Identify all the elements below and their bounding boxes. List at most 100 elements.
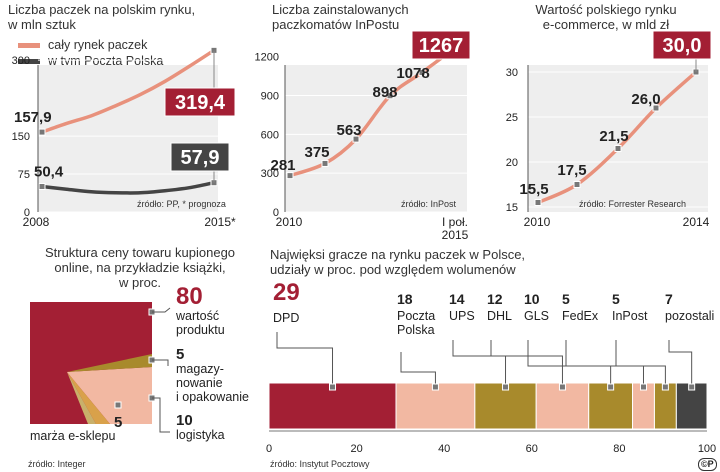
y-tick-label: 0 bbox=[273, 207, 279, 219]
category-label: logistyka bbox=[176, 428, 225, 442]
segment-warehousing bbox=[67, 354, 152, 372]
data-point bbox=[321, 159, 329, 167]
value-label: 18 bbox=[397, 291, 413, 307]
data-point bbox=[286, 172, 294, 180]
category-label: marża e-sklepu bbox=[30, 429, 115, 443]
legend-label-pp: w tym Poczta Polska bbox=[48, 54, 164, 68]
bar-marker bbox=[639, 383, 647, 391]
series-line-0 bbox=[41, 48, 215, 134]
data-point bbox=[573, 181, 581, 188]
bar-marker bbox=[607, 383, 615, 391]
y-tick-label: 20 bbox=[506, 157, 518, 169]
y-tick-label: 150 bbox=[12, 131, 30, 143]
legend-label-all: cały rynek paczek bbox=[48, 38, 148, 52]
bar-marker bbox=[558, 383, 566, 391]
x-tick-label: 20 bbox=[350, 443, 362, 455]
category-label: wartość produktu bbox=[175, 309, 225, 337]
leader-line bbox=[565, 340, 644, 387]
bar-segment bbox=[268, 382, 397, 430]
data-label: 563 bbox=[336, 122, 361, 139]
data-point bbox=[38, 128, 46, 136]
y-tick-label: 900 bbox=[261, 90, 279, 102]
panel1-source: źródło: PP, * prognoza bbox=[137, 199, 226, 209]
logo-badge: ©P bbox=[698, 458, 717, 471]
bar-segment bbox=[535, 382, 590, 430]
x-tick-label: 2010 bbox=[524, 215, 551, 229]
y-tick-label: 25 bbox=[506, 112, 518, 124]
segment-margin-edge bbox=[67, 372, 96, 424]
y-tick-label: 0 bbox=[24, 207, 30, 219]
y-tick-label: 30 bbox=[506, 67, 518, 79]
leader-line bbox=[615, 340, 666, 387]
panel5-source: źródło: Instytut Pocztowy bbox=[270, 459, 370, 469]
leader-line bbox=[490, 340, 563, 387]
category-label: DHL bbox=[487, 309, 512, 323]
panel4-title: Struktura ceny towaru kupionego online, … bbox=[44, 245, 236, 290]
bar-marker bbox=[502, 383, 510, 391]
value-label: 80 bbox=[176, 283, 203, 310]
bar-segment bbox=[395, 382, 476, 430]
panel3-source: źródło: Forrester Research bbox=[579, 199, 687, 209]
x-tick-label: 2014 bbox=[683, 215, 710, 229]
data-point bbox=[38, 182, 46, 190]
y-tick-label: 75 bbox=[18, 169, 30, 181]
legend-swatch-dark bbox=[18, 58, 40, 64]
bar-marker bbox=[329, 383, 337, 391]
x-tick-label: 40 bbox=[438, 443, 450, 455]
value-label: 5 bbox=[176, 346, 184, 363]
data-label: 898 bbox=[372, 84, 397, 101]
data-point bbox=[652, 104, 660, 112]
data-label: 157,9 bbox=[14, 109, 52, 126]
leader-line bbox=[668, 340, 693, 387]
category-label: pozostali bbox=[665, 309, 714, 323]
x-tick-label: 60 bbox=[526, 443, 538, 455]
value-label: 10 bbox=[176, 412, 193, 429]
callout-last-label: 30,0 bbox=[663, 35, 702, 57]
leader-line bbox=[152, 359, 169, 366]
category-label: magazy-nowanie i opakowanie bbox=[176, 362, 249, 404]
x-tick-label: 0 bbox=[266, 443, 272, 455]
bar-marker bbox=[431, 383, 439, 391]
bar-marker bbox=[688, 383, 696, 391]
category-label: Poczta Polska bbox=[397, 309, 435, 337]
callout-pp-label: 57,9 bbox=[181, 147, 220, 169]
leader-line bbox=[276, 332, 334, 387]
y-tick-label: 15 bbox=[506, 202, 518, 214]
chart-parcels: 0 75 150 300 2008 2015* 157,9 50,4 319,4 57,9 bbox=[12, 46, 236, 229]
plot-background bbox=[285, 65, 467, 212]
panel3-title: Wartość polskiego rynku e-commerce, w ml… bbox=[535, 2, 677, 32]
data-label: 281 bbox=[270, 157, 295, 174]
value-label: 7 bbox=[665, 291, 673, 307]
series-line-1 bbox=[41, 180, 215, 195]
data-label: 15,5 bbox=[519, 181, 548, 198]
y-tick-label: 300 bbox=[12, 55, 30, 67]
data-label: 375 bbox=[304, 144, 329, 161]
data-label: 17,5 bbox=[557, 162, 586, 179]
data-label: 26,0 bbox=[631, 91, 660, 108]
value-label: 5 bbox=[612, 291, 620, 307]
category-label: UPS bbox=[449, 309, 475, 323]
category-label: DPD bbox=[273, 311, 299, 325]
chart-parcel-lockers: 0 300 600 900 1200 2010 I poł. 2015 281 375 563 898… bbox=[255, 30, 471, 242]
x-tick-label: 2010 bbox=[276, 215, 303, 229]
leader-line bbox=[400, 352, 436, 387]
x-tick-label: I poł. 2015 bbox=[442, 215, 469, 242]
callout-total-box bbox=[164, 87, 236, 117]
category-label: GLS bbox=[524, 309, 549, 323]
data-point bbox=[352, 135, 360, 143]
callout-pp-box bbox=[170, 142, 230, 172]
chart-market-share: 29 DPD 18 Poczta Polska 14 UPS 12 DHL 10 GLS 5 FedEx… bbox=[266, 280, 716, 455]
data-label: 1078 bbox=[396, 65, 429, 82]
marker-margin bbox=[114, 401, 122, 409]
leader-line bbox=[152, 307, 171, 313]
callout-last-box bbox=[652, 30, 712, 60]
chart-ecommerce: 15 20 25 30 2010 2014 15,5 17,5 21,5 26,0 30,0 bbox=[506, 30, 712, 229]
value-label: 14 bbox=[449, 291, 465, 307]
panel5-title: Najwięksi gracze na rynku paczek w Polsc… bbox=[270, 247, 526, 277]
data-point bbox=[534, 199, 542, 206]
data-point bbox=[418, 68, 426, 76]
data-point bbox=[386, 92, 394, 100]
panel1-legend-all: cały rynek paczek bbox=[18, 38, 147, 52]
leader-line bbox=[152, 397, 170, 433]
